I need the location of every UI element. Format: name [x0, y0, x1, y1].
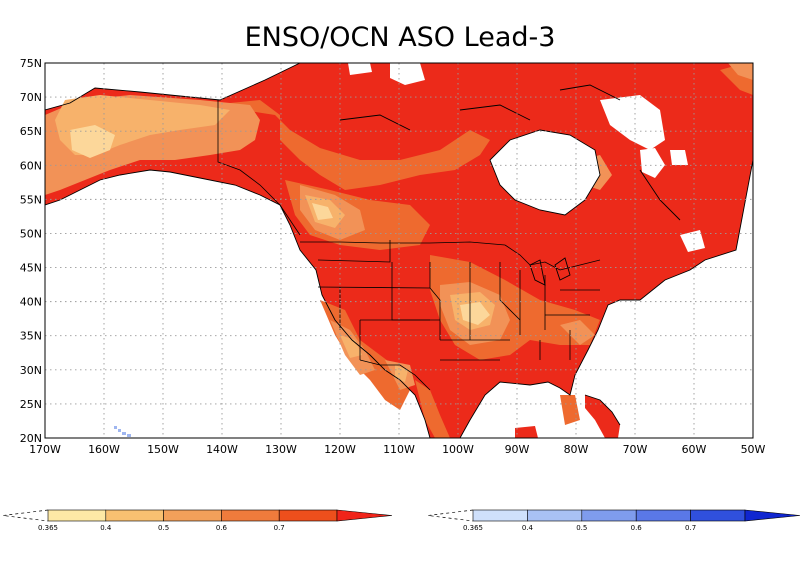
lon-tick-label: 90W [505, 443, 530, 456]
no-signal-area [490, 130, 600, 215]
lat-tick-label: 35N [20, 330, 42, 343]
map-gridlines [45, 63, 753, 438]
probability-shading-mod-high [560, 395, 580, 425]
lat-tick-label: 40N [20, 296, 42, 309]
lon-tick-label: 60W [682, 443, 707, 456]
warm-colorbar-swatch [105, 509, 164, 522]
lat-tick-label: 55N [20, 193, 42, 206]
longitude-axis: 170W 160W 150W 140W 130W 120W 110W 100W 90W 80W 70… [29, 443, 765, 456]
probability-shading-lowest [460, 302, 490, 325]
warm-colorbar-underflow-arrow [2, 509, 49, 522]
no-signal-area [600, 95, 665, 150]
cold-colorbar-tick-label: 0.365 [463, 524, 483, 532]
warm-colorbar-swatch [221, 509, 280, 522]
lat-tick-label: 60N [20, 159, 42, 172]
lon-tick-label: 50W [741, 443, 766, 456]
map-title: ENSO/OCN ASO Lead-3 [245, 22, 556, 53]
lon-tick-label: 70W [623, 443, 648, 456]
lon-tick-label: 170W [29, 443, 61, 456]
warm-colorbar-swatch [163, 509, 222, 522]
lon-tick-label: 100W [442, 443, 474, 456]
cold-colorbar-swatch [472, 509, 528, 522]
lon-tick-label: 160W [88, 443, 120, 456]
warm-colorbar-tick-label: 0.7 [274, 524, 285, 532]
cold-colorbar-swatch [635, 509, 691, 522]
latitude-axis: 75N 70N 65N 60N 55N 50N 45N 40N 35N 30N 25N 20N [20, 57, 42, 445]
cold-colorbar-underflow-arrow [427, 509, 474, 522]
warm-colorbar-tick-label: 0.5 [158, 524, 169, 532]
probability-shading-low [340, 335, 362, 358]
probability-shading-mod-high [210, 100, 490, 190]
warm-colorbar-tick-label: 0.365 [38, 524, 58, 532]
probability-shading-mod [728, 63, 753, 80]
lon-tick-label: 150W [147, 443, 179, 456]
lat-tick-label: 70N [20, 91, 42, 104]
political-borders [217, 100, 601, 391]
cold-colorbar-tick-label: 0.5 [576, 524, 587, 532]
lat-tick-label: 25N [20, 398, 42, 411]
lat-tick-label: 50N [20, 227, 42, 240]
cold-colorbar-tick-label: 0.6 [631, 524, 643, 532]
lon-tick-label: 130W [265, 443, 297, 456]
map-frame [44, 62, 754, 439]
lon-tick-label: 140W [206, 443, 238, 456]
cold-colorbar-swatch [581, 509, 637, 522]
cold-colorbar-swatch [690, 509, 746, 522]
cold-colorbar-overflow-arrow [744, 509, 800, 522]
hawaii-islands [114, 426, 131, 437]
cold-colorbar-tick-label: 0.7 [685, 524, 696, 532]
warm-colorbar-tick-label: 0.6 [216, 524, 228, 532]
warm-colorbar-swatch [278, 509, 338, 522]
lat-tick-label: 45N [20, 262, 42, 275]
probability-shading-mod [560, 320, 595, 345]
cold-colorbar-swatch [527, 509, 583, 522]
lon-tick-label: 80W [564, 443, 589, 456]
probability-shading-lowest [312, 203, 333, 220]
probability-shading-high [515, 426, 538, 438]
warm-colorbar-overflow-arrow [336, 509, 393, 522]
lon-tick-label: 120W [324, 443, 356, 456]
lat-tick-label: 20N [20, 432, 42, 445]
probability-shading-mod-high [415, 380, 450, 438]
warm-colorbar: 0.365 0.4 0.5 0.6 0.7 [2, 509, 393, 532]
lon-tick-label: 110W [383, 443, 415, 456]
no-signal-area [680, 230, 705, 252]
no-signal-area [348, 63, 372, 75]
lat-tick-label: 30N [20, 364, 42, 377]
lat-tick-label: 65N [20, 125, 42, 138]
probability-shading-low [395, 365, 408, 382]
probability-shading-high [585, 395, 620, 438]
coastlines [45, 63, 753, 438]
no-signal-area [640, 148, 665, 178]
warm-colorbar-swatch [47, 509, 107, 522]
lat-tick-label: 75N [20, 57, 42, 70]
no-signal-area [670, 150, 688, 165]
warm-colorbar-tick-label: 0.4 [100, 524, 112, 532]
cold-colorbar: 0.365 0.4 0.5 0.6 0.7 [427, 509, 800, 532]
cold-colorbar-tick-label: 0.4 [522, 524, 534, 532]
